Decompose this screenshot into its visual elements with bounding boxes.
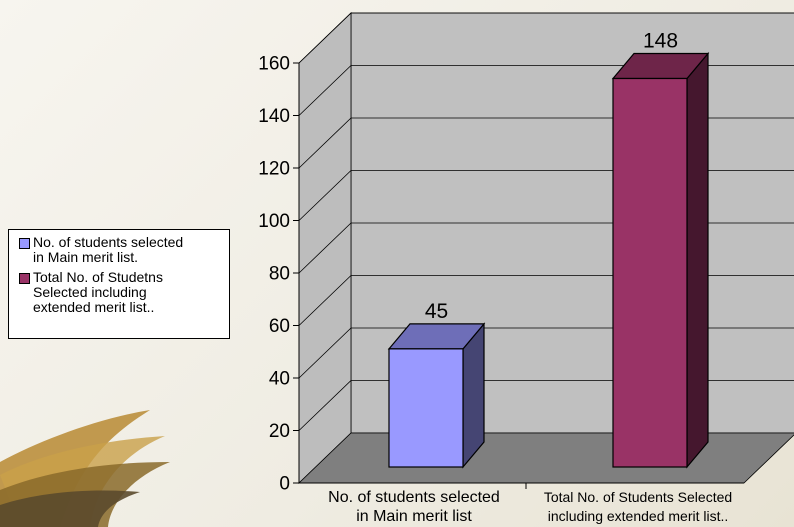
x-category-label: Total No. of Students Selected bbox=[544, 489, 732, 505]
bar bbox=[388, 348, 464, 468]
bar-side bbox=[686, 51, 709, 469]
x-category-label: No. of students selected bbox=[328, 489, 500, 506]
y-tick-label: 100 bbox=[258, 211, 290, 232]
legend-label-total: Total No. of Studetns Selected including… bbox=[33, 269, 163, 315]
x-category-label: including extended merit list.. bbox=[548, 508, 729, 524]
floor bbox=[298, 432, 794, 484]
chart-walls bbox=[298, 12, 794, 484]
legend-item-main: No. of students selected in Main merit l… bbox=[19, 235, 223, 265]
legend-swatch-total bbox=[19, 273, 30, 284]
x-category-label: in Main merit list bbox=[356, 508, 472, 525]
y-tick-label: 20 bbox=[269, 421, 290, 442]
legend: No. of students selected in Main merit l… bbox=[8, 229, 230, 339]
axes: 0 20 40 60 80 100 120 140 160 bbox=[258, 54, 744, 495]
y-tick-label: 160 bbox=[258, 54, 290, 75]
bars bbox=[387, 51, 710, 469]
y-tick-label: 140 bbox=[258, 106, 290, 127]
gridline bbox=[298, 12, 794, 64]
data-label: 45 bbox=[425, 300, 448, 323]
legend-label-main: No. of students selected in Main merit l… bbox=[33, 234, 184, 265]
data-label: 148 bbox=[643, 30, 678, 53]
y-tick-label: 40 bbox=[269, 369, 290, 390]
y-tick-label: 0 bbox=[279, 474, 290, 495]
y-tick-label: 120 bbox=[258, 159, 290, 180]
y-tick-label: 80 bbox=[269, 264, 290, 285]
y-tick-label: 60 bbox=[269, 316, 290, 337]
legend-swatch-main bbox=[19, 238, 30, 249]
legend-item-total: Total No. of Studetns Selected including… bbox=[19, 270, 223, 315]
labels: 45 148 No. of students selected in Main mer… bbox=[328, 30, 732, 526]
bar bbox=[612, 77, 688, 468]
